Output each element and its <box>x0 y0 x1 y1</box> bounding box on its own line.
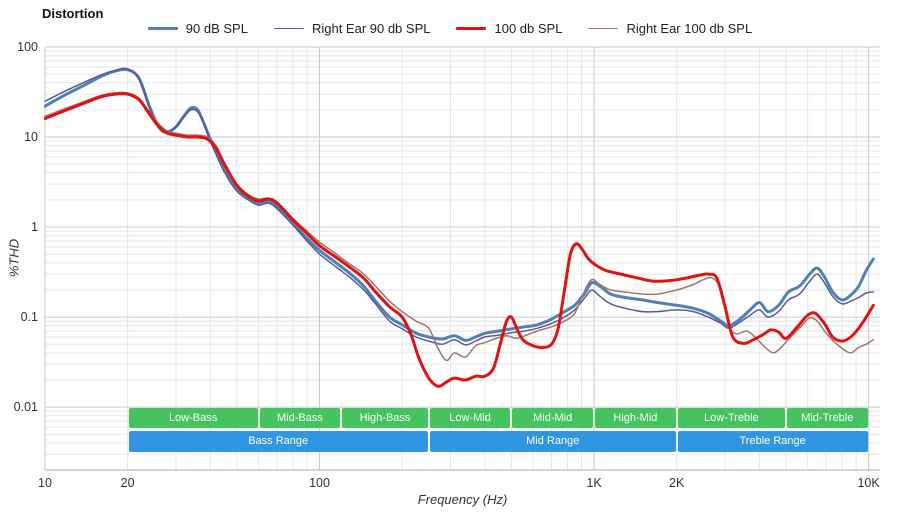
legend-item-right-ear-100-db-spl[interactable]: Right Ear 100 db SPL <box>588 21 752 36</box>
legend-label: Right Ear 100 db SPL <box>626 21 753 36</box>
series-lines <box>44 67 875 388</box>
legend-line-swatch <box>588 27 619 30</box>
series-line-100-db-spl <box>44 92 875 388</box>
legend-label: 100 db SPL <box>494 21 563 36</box>
legend-item-right-ear-90-db-spl[interactable]: Right Ear 90 db SPL <box>273 21 431 36</box>
legend-item-100-db-spl[interactable]: 100 db SPL <box>456 21 562 36</box>
legend: 90 dB SPL Right Ear 90 db SPL 100 db SPL… <box>0 21 900 36</box>
y-tick-label: 0.1 <box>21 310 38 324</box>
legend-label: Right Ear 90 db SPL <box>311 21 431 36</box>
chart-title: Distortion <box>42 6 104 21</box>
major-gridlines <box>44 46 880 470</box>
main-band-button-mid-range[interactable]: Mid Range <box>429 431 676 452</box>
x-tick-label: 100 <box>309 476 330 490</box>
series-line-right-ear-100-db-spl <box>44 91 875 362</box>
main-band-button-treble-range[interactable]: Treble Range <box>677 431 868 452</box>
x-tick-label: 2K <box>669 476 685 490</box>
legend-line-swatch <box>273 27 304 30</box>
x-tick-label: 10 <box>38 476 52 490</box>
legend-item-90-db-spl[interactable]: 90 dB SPL <box>147 21 248 36</box>
sub-band-button-low-mid[interactable]: Low-Mid <box>429 408 511 428</box>
y-tick-label: 10 <box>24 130 38 144</box>
sub-band-button-low-bass[interactable]: Low-Bass <box>128 408 258 428</box>
y-tick-label: 100 <box>17 40 38 54</box>
minor-gridlines <box>45 47 880 471</box>
sub-band-button-high-mid[interactable]: High-Mid <box>595 408 676 428</box>
x-axis-title: Frequency (Hz) <box>417 492 508 507</box>
main-band-button-bass-range[interactable]: Bass Range <box>128 431 428 452</box>
legend-label: 90 dB SPL <box>185 21 248 36</box>
x-tick-label: 20 <box>121 476 135 490</box>
y-axis-title: %THD <box>6 238 22 278</box>
y-tick-label: 0.01 <box>14 400 38 414</box>
series-line-right-ear-90-db-spl <box>44 67 875 346</box>
sub-band-button-high-bass[interactable]: High-Bass <box>342 408 428 428</box>
sub-band-button-mid-mid[interactable]: Mid-Mid <box>512 408 593 428</box>
legend-line-swatch <box>456 27 487 30</box>
sub-band-button-mid-bass[interactable]: Mid-Bass <box>259 408 341 428</box>
series-line-90-db-spl <box>44 67 875 342</box>
sub-band-button-mid-treble[interactable]: Mid-Treble <box>787 408 868 428</box>
y-tick-label: 1 <box>31 220 38 234</box>
sub-band-button-low-treble[interactable]: Low-Treble <box>677 408 785 428</box>
legend-line-swatch <box>147 27 178 30</box>
x-tick-label: 10K <box>857 476 880 490</box>
x-tick-label: 1K <box>586 476 602 490</box>
